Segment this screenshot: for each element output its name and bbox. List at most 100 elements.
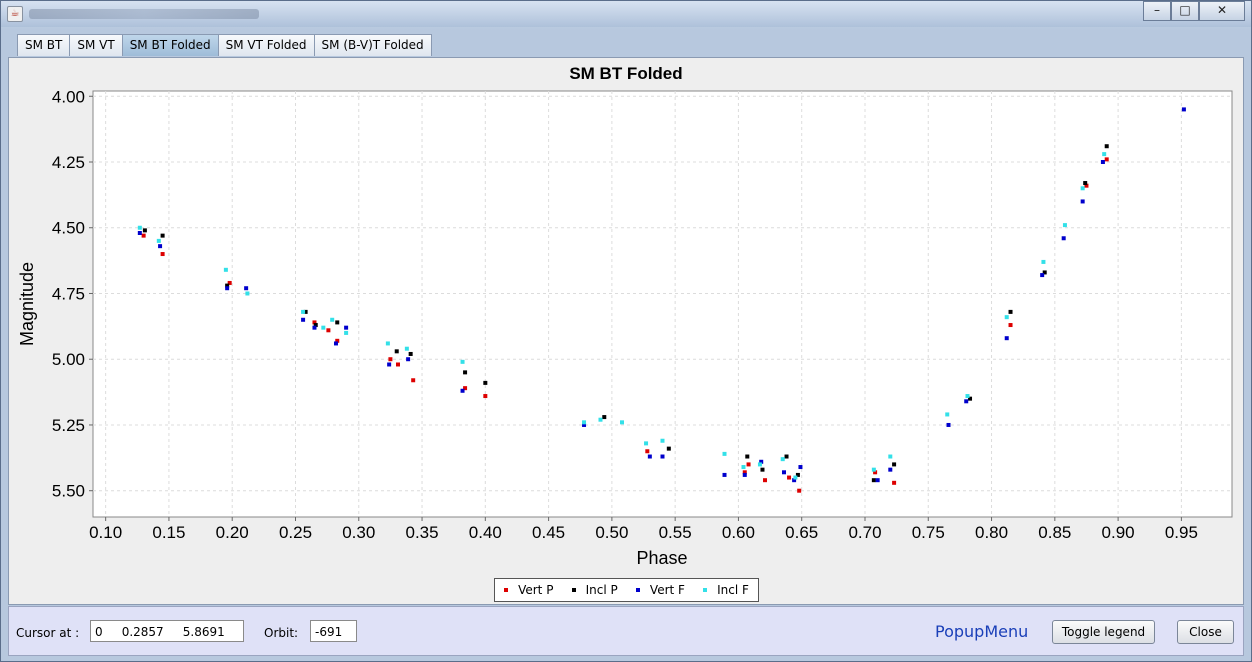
legend-item-incl-f: Incl F bbox=[703, 583, 749, 597]
point-vert-p bbox=[742, 470, 747, 475]
point-vert-f bbox=[1004, 336, 1009, 341]
point-vert-f bbox=[158, 244, 163, 249]
orbit-label: Orbit: bbox=[264, 626, 299, 640]
cursor-label: Cursor at : bbox=[16, 626, 80, 640]
point-incl-f bbox=[598, 417, 603, 422]
point-vert-f bbox=[244, 286, 249, 291]
point-incl-f bbox=[404, 346, 409, 351]
point-incl-p bbox=[463, 370, 468, 375]
y-tick-label: 4.25 bbox=[52, 153, 85, 172]
point-incl-f bbox=[245, 291, 250, 296]
chart-legend: Vert P Incl P Vert F Incl F bbox=[494, 578, 759, 602]
point-vert-p bbox=[1104, 157, 1109, 162]
point-incl-p bbox=[1083, 181, 1088, 186]
y-tick-label: 5.25 bbox=[52, 416, 85, 435]
point-incl-p bbox=[1104, 144, 1109, 149]
point-incl-f bbox=[757, 462, 762, 467]
x-tick-label: 0.10 bbox=[89, 523, 122, 542]
point-incl-p bbox=[666, 446, 671, 451]
point-vert-f bbox=[964, 399, 969, 404]
point-incl-f bbox=[871, 467, 876, 472]
popup-menu-link[interactable]: PopupMenu bbox=[935, 622, 1029, 641]
point-incl-p bbox=[871, 478, 876, 483]
x-tick-label: 0.40 bbox=[469, 523, 502, 542]
point-incl-p bbox=[784, 454, 789, 459]
minimize-button[interactable]: – bbox=[1143, 1, 1171, 21]
plot-area bbox=[92, 90, 1233, 518]
point-incl-f bbox=[1102, 152, 1107, 157]
title-bar[interactable]: ☕ – □ ✕ bbox=[1, 1, 1251, 27]
close-window-button[interactable]: ✕ bbox=[1199, 1, 1245, 21]
x-tick-label: 0.60 bbox=[722, 523, 755, 542]
point-incl-p bbox=[335, 320, 340, 325]
tab-sm-bv-folded[interactable]: SM (B-V)T Folded bbox=[313, 34, 432, 56]
point-vert-f bbox=[742, 472, 747, 477]
point-incl-p bbox=[142, 228, 147, 233]
x-tick-label: 0.25 bbox=[279, 523, 312, 542]
point-incl-f bbox=[1062, 223, 1067, 228]
point-incl-f bbox=[660, 438, 665, 443]
x-tick-label: 0.75 bbox=[912, 523, 945, 542]
y-tick-label: 4.75 bbox=[52, 284, 85, 303]
grid-lines bbox=[93, 91, 1232, 517]
point-incl-f bbox=[1041, 259, 1046, 264]
point-vert-p bbox=[160, 252, 165, 257]
legend-label-vert-p: Vert P bbox=[518, 583, 554, 597]
tab-sm-bt[interactable]: SM BT bbox=[17, 34, 71, 56]
x-tick-label: 0.50 bbox=[595, 523, 628, 542]
close-button[interactable]: Close bbox=[1177, 620, 1234, 644]
tab-sm-vt[interactable]: SM VT bbox=[69, 34, 123, 56]
point-incl-f bbox=[965, 394, 970, 399]
axis-ticks: 0.10 0.15 0.20 0.25 0.30 0.35 0.40 0.45 0.50 0.55… bbox=[52, 87, 1198, 542]
point-vert-p bbox=[873, 470, 878, 475]
point-incl-p bbox=[313, 323, 318, 328]
point-vert-f bbox=[781, 470, 786, 475]
point-vert-f bbox=[406, 357, 411, 362]
orbit-field[interactable]: -691 bbox=[310, 620, 357, 642]
legend-item-incl-p: Incl P bbox=[571, 583, 618, 597]
window-title bbox=[29, 9, 259, 19]
point-vert-f bbox=[344, 325, 349, 330]
legend-item-vert-f: Vert F bbox=[635, 583, 685, 597]
y-axis-label: Magnitude bbox=[17, 262, 37, 346]
point-incl-p bbox=[483, 380, 488, 385]
x-tick-label: 0.80 bbox=[975, 523, 1008, 542]
point-vert-p bbox=[483, 394, 488, 399]
point-vert-f bbox=[1061, 236, 1066, 241]
point-vert-f bbox=[387, 362, 392, 367]
tab-bar: SM BT SM VT SM BT Folded SM VT Folded SM… bbox=[17, 34, 432, 56]
point-vert-p bbox=[746, 462, 751, 467]
point-vert-f bbox=[875, 478, 880, 483]
point-incl-f bbox=[460, 359, 465, 364]
point-vert-p bbox=[335, 338, 340, 343]
point-vert-f bbox=[759, 459, 764, 464]
maximize-button[interactable]: □ bbox=[1171, 1, 1199, 21]
point-incl-f bbox=[223, 267, 228, 272]
point-vert-p bbox=[411, 378, 416, 383]
point-incl-f bbox=[321, 325, 326, 330]
point-vert-p bbox=[892, 480, 897, 485]
toggle-legend-button[interactable]: Toggle legend bbox=[1052, 620, 1155, 644]
legend-item-vert-p: Vert P bbox=[504, 583, 553, 597]
point-incl-f bbox=[620, 420, 625, 425]
point-vert-f bbox=[647, 454, 652, 459]
tab-sm-vt-folded[interactable]: SM VT Folded bbox=[217, 34, 315, 56]
point-vert-f bbox=[660, 454, 665, 459]
legend-label-incl-p: Incl P bbox=[585, 583, 618, 597]
chart-title: SM BT Folded bbox=[569, 64, 683, 83]
tab-sm-bt-folded[interactable]: SM BT Folded bbox=[121, 34, 219, 56]
point-incl-p bbox=[892, 462, 897, 467]
point-vert-p bbox=[326, 328, 331, 333]
x-axis-label: Phase bbox=[636, 548, 687, 568]
x-tick-label: 0.15 bbox=[152, 523, 185, 542]
point-vert-f bbox=[792, 478, 797, 483]
point-vert-f bbox=[1100, 160, 1105, 164]
point-incl-p bbox=[1008, 309, 1013, 314]
point-incl-f bbox=[582, 420, 587, 425]
legend-swatch-incl-f bbox=[703, 588, 708, 592]
point-vert-f bbox=[722, 472, 727, 477]
cursor-field[interactable]: 0 0.2857 5.8691 bbox=[90, 620, 244, 642]
point-vert-f bbox=[460, 388, 465, 393]
point-incl-f bbox=[722, 451, 727, 456]
